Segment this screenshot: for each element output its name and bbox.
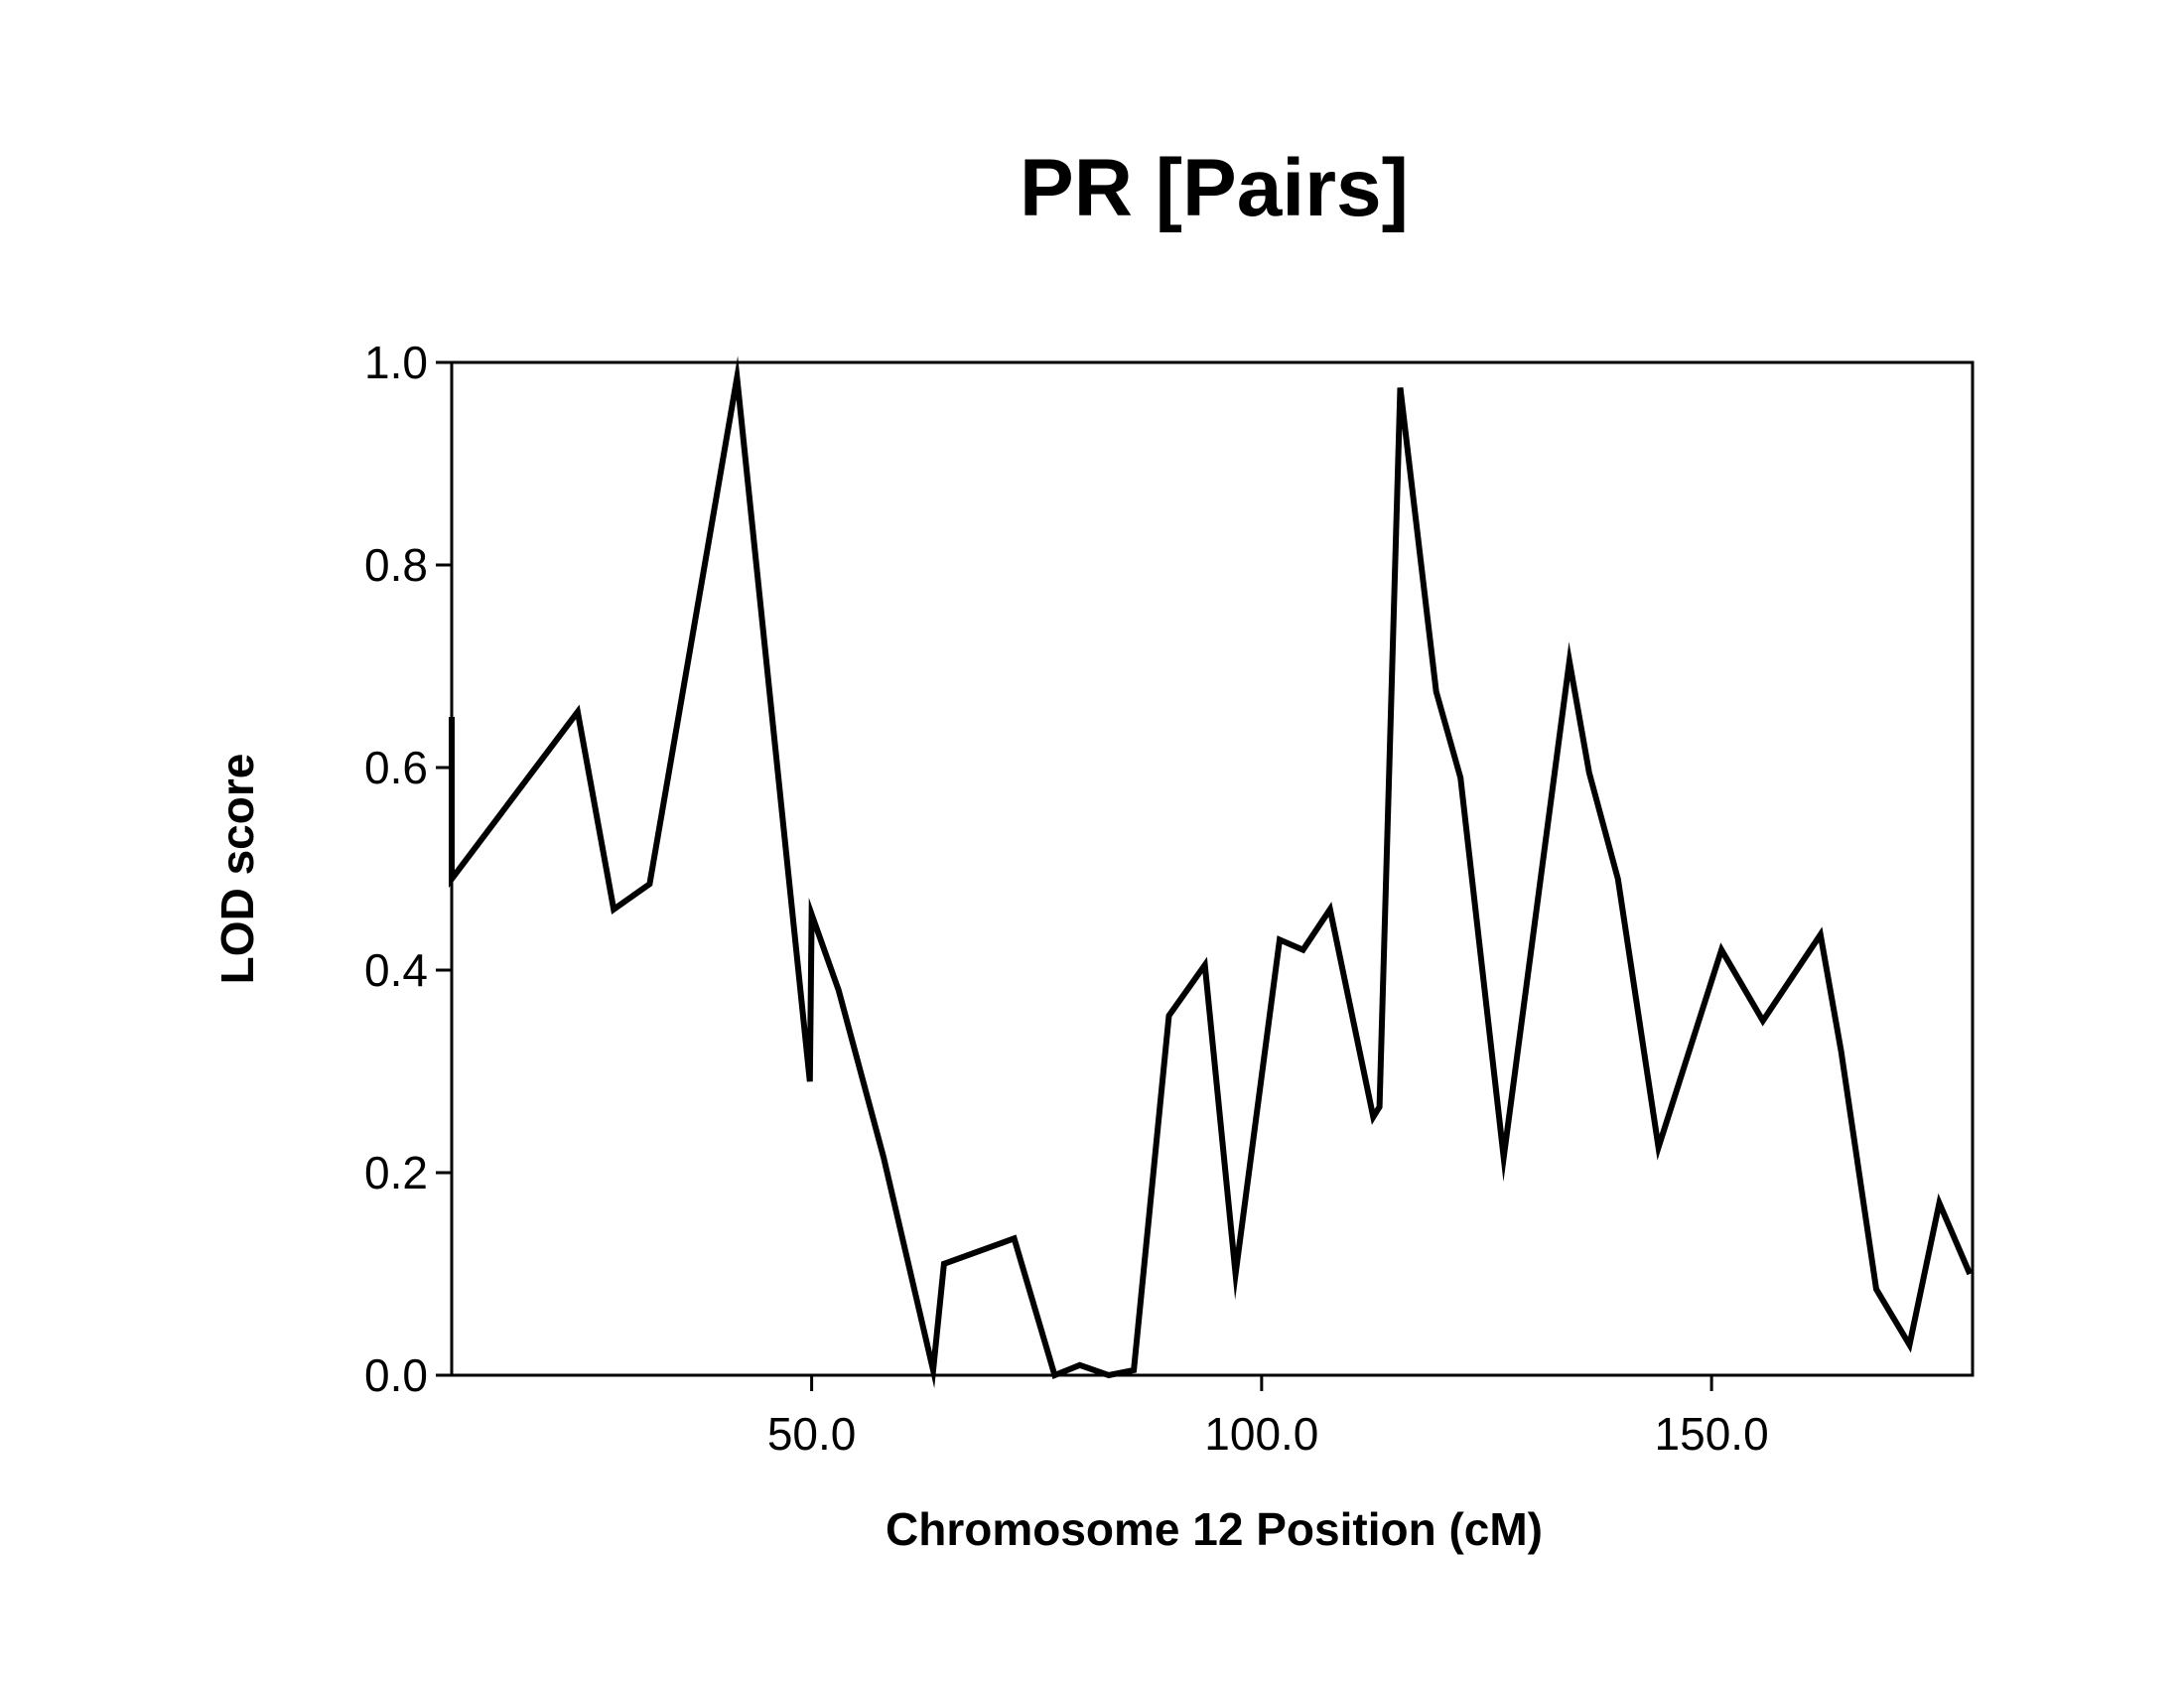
- plot-frame: [450, 360, 1975, 1377]
- x-tick-label: 50.0: [767, 1408, 857, 1460]
- y-tick-label: 0.8: [364, 539, 428, 591]
- y-tick-label: 1.0: [364, 337, 428, 388]
- y-axis: 0.0 0.2 0.4 0.6 0.8 1.0: [364, 337, 452, 1401]
- y-tick-label: 0.2: [364, 1147, 428, 1198]
- x-tick-label: 100.0: [1204, 1408, 1318, 1460]
- y-axis-label: LOD score: [211, 754, 263, 985]
- x-tick-label: 150.0: [1655, 1408, 1769, 1460]
- x-axis: 50.0 100.0 150.0: [767, 1375, 1769, 1460]
- y-tick-label: 0.4: [364, 944, 428, 996]
- y-tick-label: 0.0: [364, 1349, 428, 1401]
- y-tick-label: 0.6: [364, 742, 428, 793]
- lod-series-line: [449, 355, 1974, 1389]
- chart-title: PR [Pairs]: [1020, 143, 1409, 233]
- x-axis-label: Chromosome 12 Position (cM): [886, 1503, 1543, 1555]
